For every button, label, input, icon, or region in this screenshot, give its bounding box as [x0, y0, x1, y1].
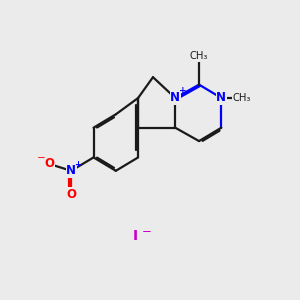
- Text: +: +: [74, 160, 81, 169]
- Text: CH₃: CH₃: [190, 51, 208, 62]
- Text: N: N: [66, 164, 76, 177]
- Text: N: N: [216, 92, 226, 104]
- Text: −: −: [37, 153, 45, 163]
- Text: N: N: [170, 92, 180, 104]
- Text: −: −: [142, 225, 152, 238]
- Text: +: +: [179, 86, 187, 95]
- Text: O: O: [66, 188, 76, 201]
- Text: O: O: [44, 157, 54, 170]
- Text: I: I: [133, 229, 138, 243]
- Text: CH₃: CH₃: [233, 93, 251, 103]
